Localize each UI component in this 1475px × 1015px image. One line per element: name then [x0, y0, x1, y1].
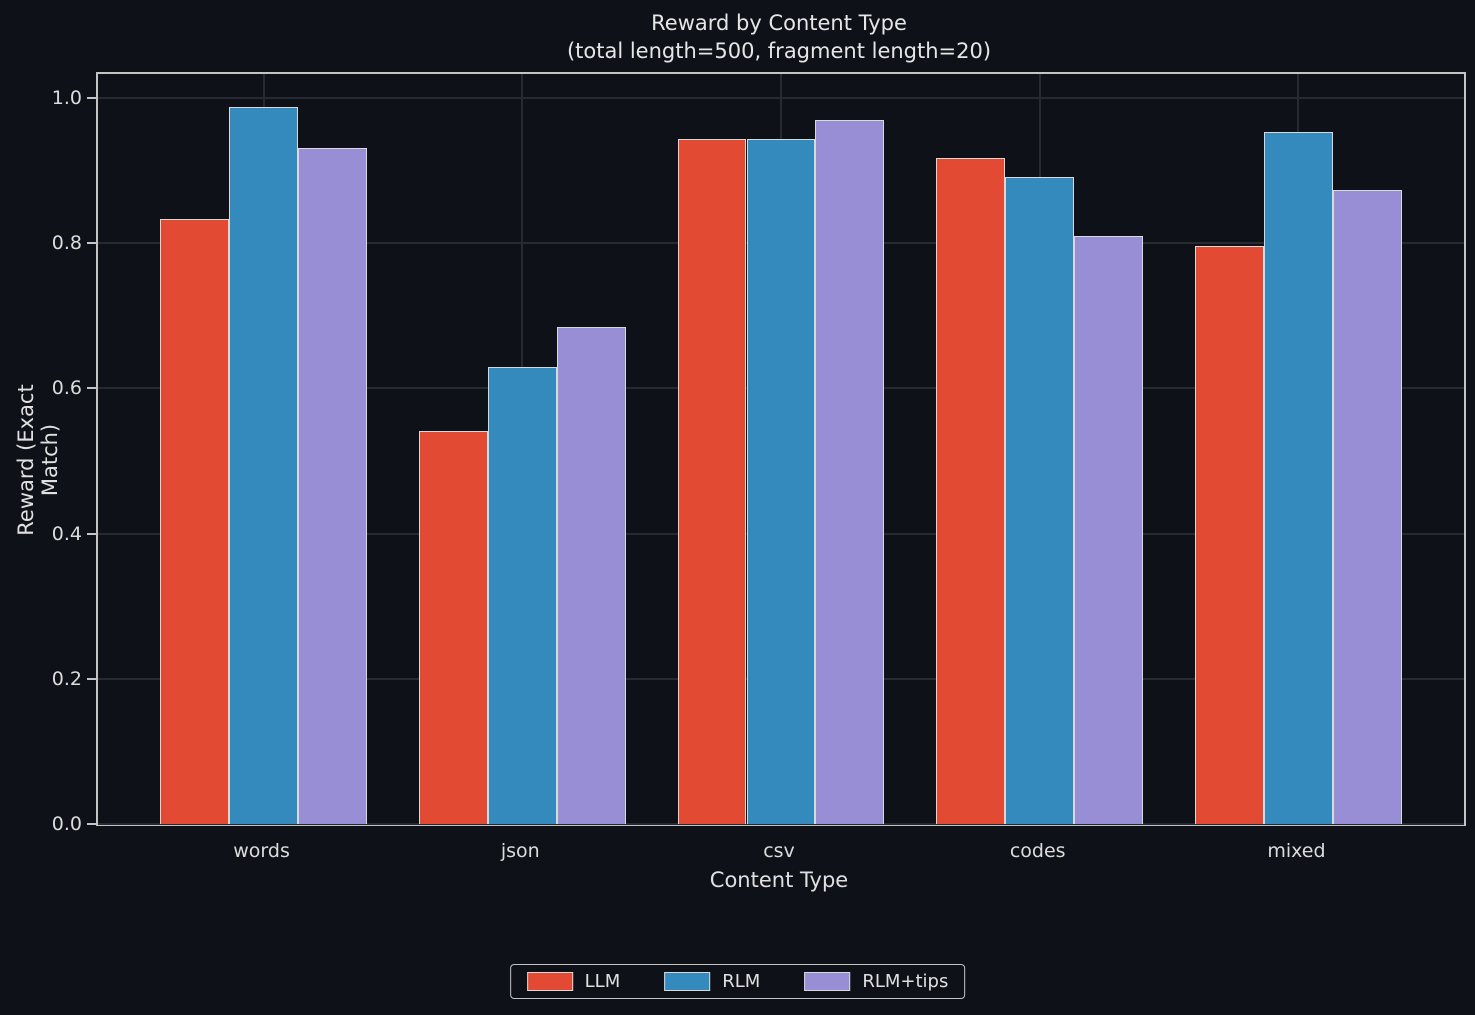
bar-RLM-words — [229, 107, 299, 824]
bar-RLM+tips-mixed — [1332, 190, 1402, 824]
legend-item-LLM: LLM — [526, 971, 621, 992]
legend-swatch — [804, 972, 851, 991]
bar-RLM+tips-json — [556, 326, 626, 824]
y-tick-label: 0.2 — [51, 667, 82, 690]
y-tick-label: 0.8 — [51, 232, 82, 255]
x-tick-label-csv: csv — [763, 840, 795, 862]
gridline-horizontal — [98, 823, 1464, 825]
y-axis-label: Reward (Exact Match) — [14, 384, 62, 536]
legend-label: RLM+tips — [862, 971, 949, 992]
y-tick-label: 0.4 — [51, 522, 82, 545]
plot-area — [96, 72, 1466, 826]
legend-swatch — [526, 972, 573, 991]
bar-LLM-codes — [936, 157, 1006, 824]
legend-item-RLM+tips: RLM+tips — [804, 971, 948, 992]
y-tick-mark — [87, 387, 96, 390]
y-tick-mark — [87, 96, 96, 99]
bar-RLM-json — [487, 367, 557, 824]
x-tick-label-codes: codes — [1009, 840, 1066, 862]
bar-RLM+tips-words — [298, 148, 368, 824]
bar-RLM-csv — [746, 139, 816, 824]
y-tick-mark — [87, 532, 96, 535]
bar-LLM-mixed — [1194, 246, 1264, 824]
y-tick-label: 0.6 — [51, 377, 82, 400]
y-tick-label: 0.0 — [51, 813, 82, 835]
legend-swatch — [664, 972, 711, 991]
bar-LLM-words — [160, 219, 230, 824]
legend: LLM RLM RLM+tips — [509, 964, 966, 999]
x-tick-label-json: json — [500, 840, 540, 862]
bar-RLM-codes — [1005, 177, 1075, 824]
legend-item-RLM: RLM — [664, 971, 760, 992]
y-tick-mark — [87, 242, 96, 245]
bar-LLM-json — [418, 431, 488, 824]
legend-label: LLM — [584, 971, 621, 992]
bar-LLM-csv — [677, 139, 747, 824]
legend-label: RLM — [722, 971, 761, 992]
x-axis-label: Content Type — [709, 868, 849, 892]
y-tick-label: 1.0 — [51, 86, 82, 109]
chart-title: Reward by Content Type — [651, 11, 907, 35]
bar-RLM+tips-codes — [1074, 235, 1144, 824]
chart-subtitle: (total length=500, fragment length=20) — [566, 38, 992, 63]
y-tick-mark — [87, 677, 96, 680]
x-tick-label-words: words — [233, 840, 290, 862]
y-tick-mark — [87, 823, 96, 825]
x-tick-label-mixed: mixed — [1267, 840, 1326, 862]
bar-RLM+tips-csv — [815, 119, 885, 824]
chart-header: Reward by Content Type (total length=500… — [96, 10, 1462, 65]
bar-RLM-mixed — [1263, 132, 1333, 824]
